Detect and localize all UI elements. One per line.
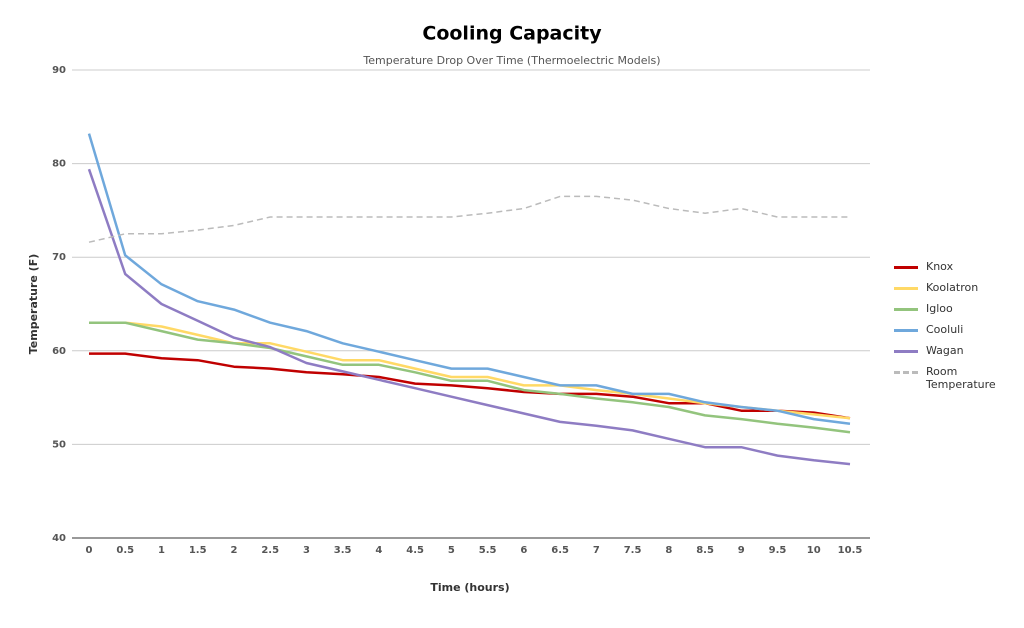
legend-swatch [894, 329, 918, 332]
chart-title: Cooling Capacity [422, 23, 602, 45]
x-axis-label: Time (hours) [430, 581, 509, 594]
y-tick-label: 80 [52, 159, 66, 170]
y-tick-label: 70 [52, 252, 66, 263]
legend-swatch [894, 266, 918, 269]
series-line [87, 168, 851, 466]
x-tick-label: 4.5 [406, 545, 424, 556]
legend-label: Igloo [926, 302, 953, 315]
x-tick-label: 7.5 [624, 545, 642, 556]
legend-swatch [894, 371, 918, 374]
x-tick-label: 7 [593, 545, 600, 556]
x-tick-label: 10.5 [838, 545, 863, 556]
chart-subtitle: Temperature Drop Over Time (Thermoelectr… [362, 54, 660, 67]
x-tick-label: 0.5 [116, 545, 134, 556]
x-tick-label: 10 [807, 545, 821, 556]
x-tick-label: 1.5 [189, 545, 207, 556]
y-tick-label: 40 [52, 533, 66, 544]
legend-swatch [894, 308, 918, 311]
legend-label: Room Temperature [926, 365, 996, 391]
legend: Knox Koolatron Igloo Cooluli Wagan Room Tempe… [894, 260, 1004, 399]
x-tick-label: 2.5 [261, 545, 279, 556]
legend-item: Wagan [894, 344, 1004, 357]
y-tick-label: 90 [52, 65, 66, 76]
legend-item: Knox [894, 260, 1004, 273]
x-tick-label: 2 [230, 545, 237, 556]
x-tick-label: 6 [520, 545, 527, 556]
legend-item: Koolatron [894, 281, 1004, 294]
legend-swatch [894, 287, 918, 290]
x-tick-label: 9.5 [769, 545, 787, 556]
x-tick-label: 5 [448, 545, 455, 556]
legend-label: Wagan [926, 344, 964, 357]
x-tick-label: 3.5 [334, 545, 352, 556]
x-tick-label: 6.5 [551, 545, 569, 556]
series-line [89, 321, 851, 434]
x-tick-label: 9 [738, 545, 745, 556]
x-tick-label: 5.5 [479, 545, 497, 556]
legend-label: Cooluli [926, 323, 964, 336]
y-axis-label: Temperature (F) [27, 254, 40, 355]
x-tick-label: 1 [158, 545, 165, 556]
x-tick-label: 8.5 [696, 545, 714, 556]
legend-swatch [894, 350, 918, 353]
x-tick-label: 3 [303, 545, 310, 556]
series-line [89, 321, 851, 420]
series-line [89, 352, 851, 420]
legend-item: Igloo [894, 302, 1004, 315]
legend-label: Knox [926, 260, 954, 273]
x-tick-label: 0 [86, 545, 93, 556]
series-line [87, 133, 851, 426]
y-tick-label: 60 [52, 346, 66, 357]
legend-item: Cooluli [894, 323, 1004, 336]
legend-label: Koolatron [926, 281, 979, 294]
legend-item: Room Temperature [894, 365, 1004, 391]
series-line [88, 195, 850, 243]
y-tick-label: 50 [52, 439, 66, 450]
x-tick-label: 4 [375, 545, 382, 556]
x-tick-label: 8 [665, 545, 672, 556]
